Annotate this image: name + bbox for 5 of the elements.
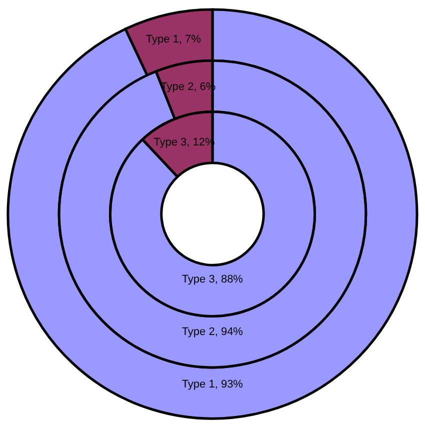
data-label: Type 1, 93% (182, 378, 244, 390)
data-label: Type 1, 7% (146, 33, 202, 46)
data-label: Type 2, 94% (182, 326, 244, 338)
data-label: Type 3, 88% (182, 274, 244, 286)
donut-slice (6, 8, 418, 420)
